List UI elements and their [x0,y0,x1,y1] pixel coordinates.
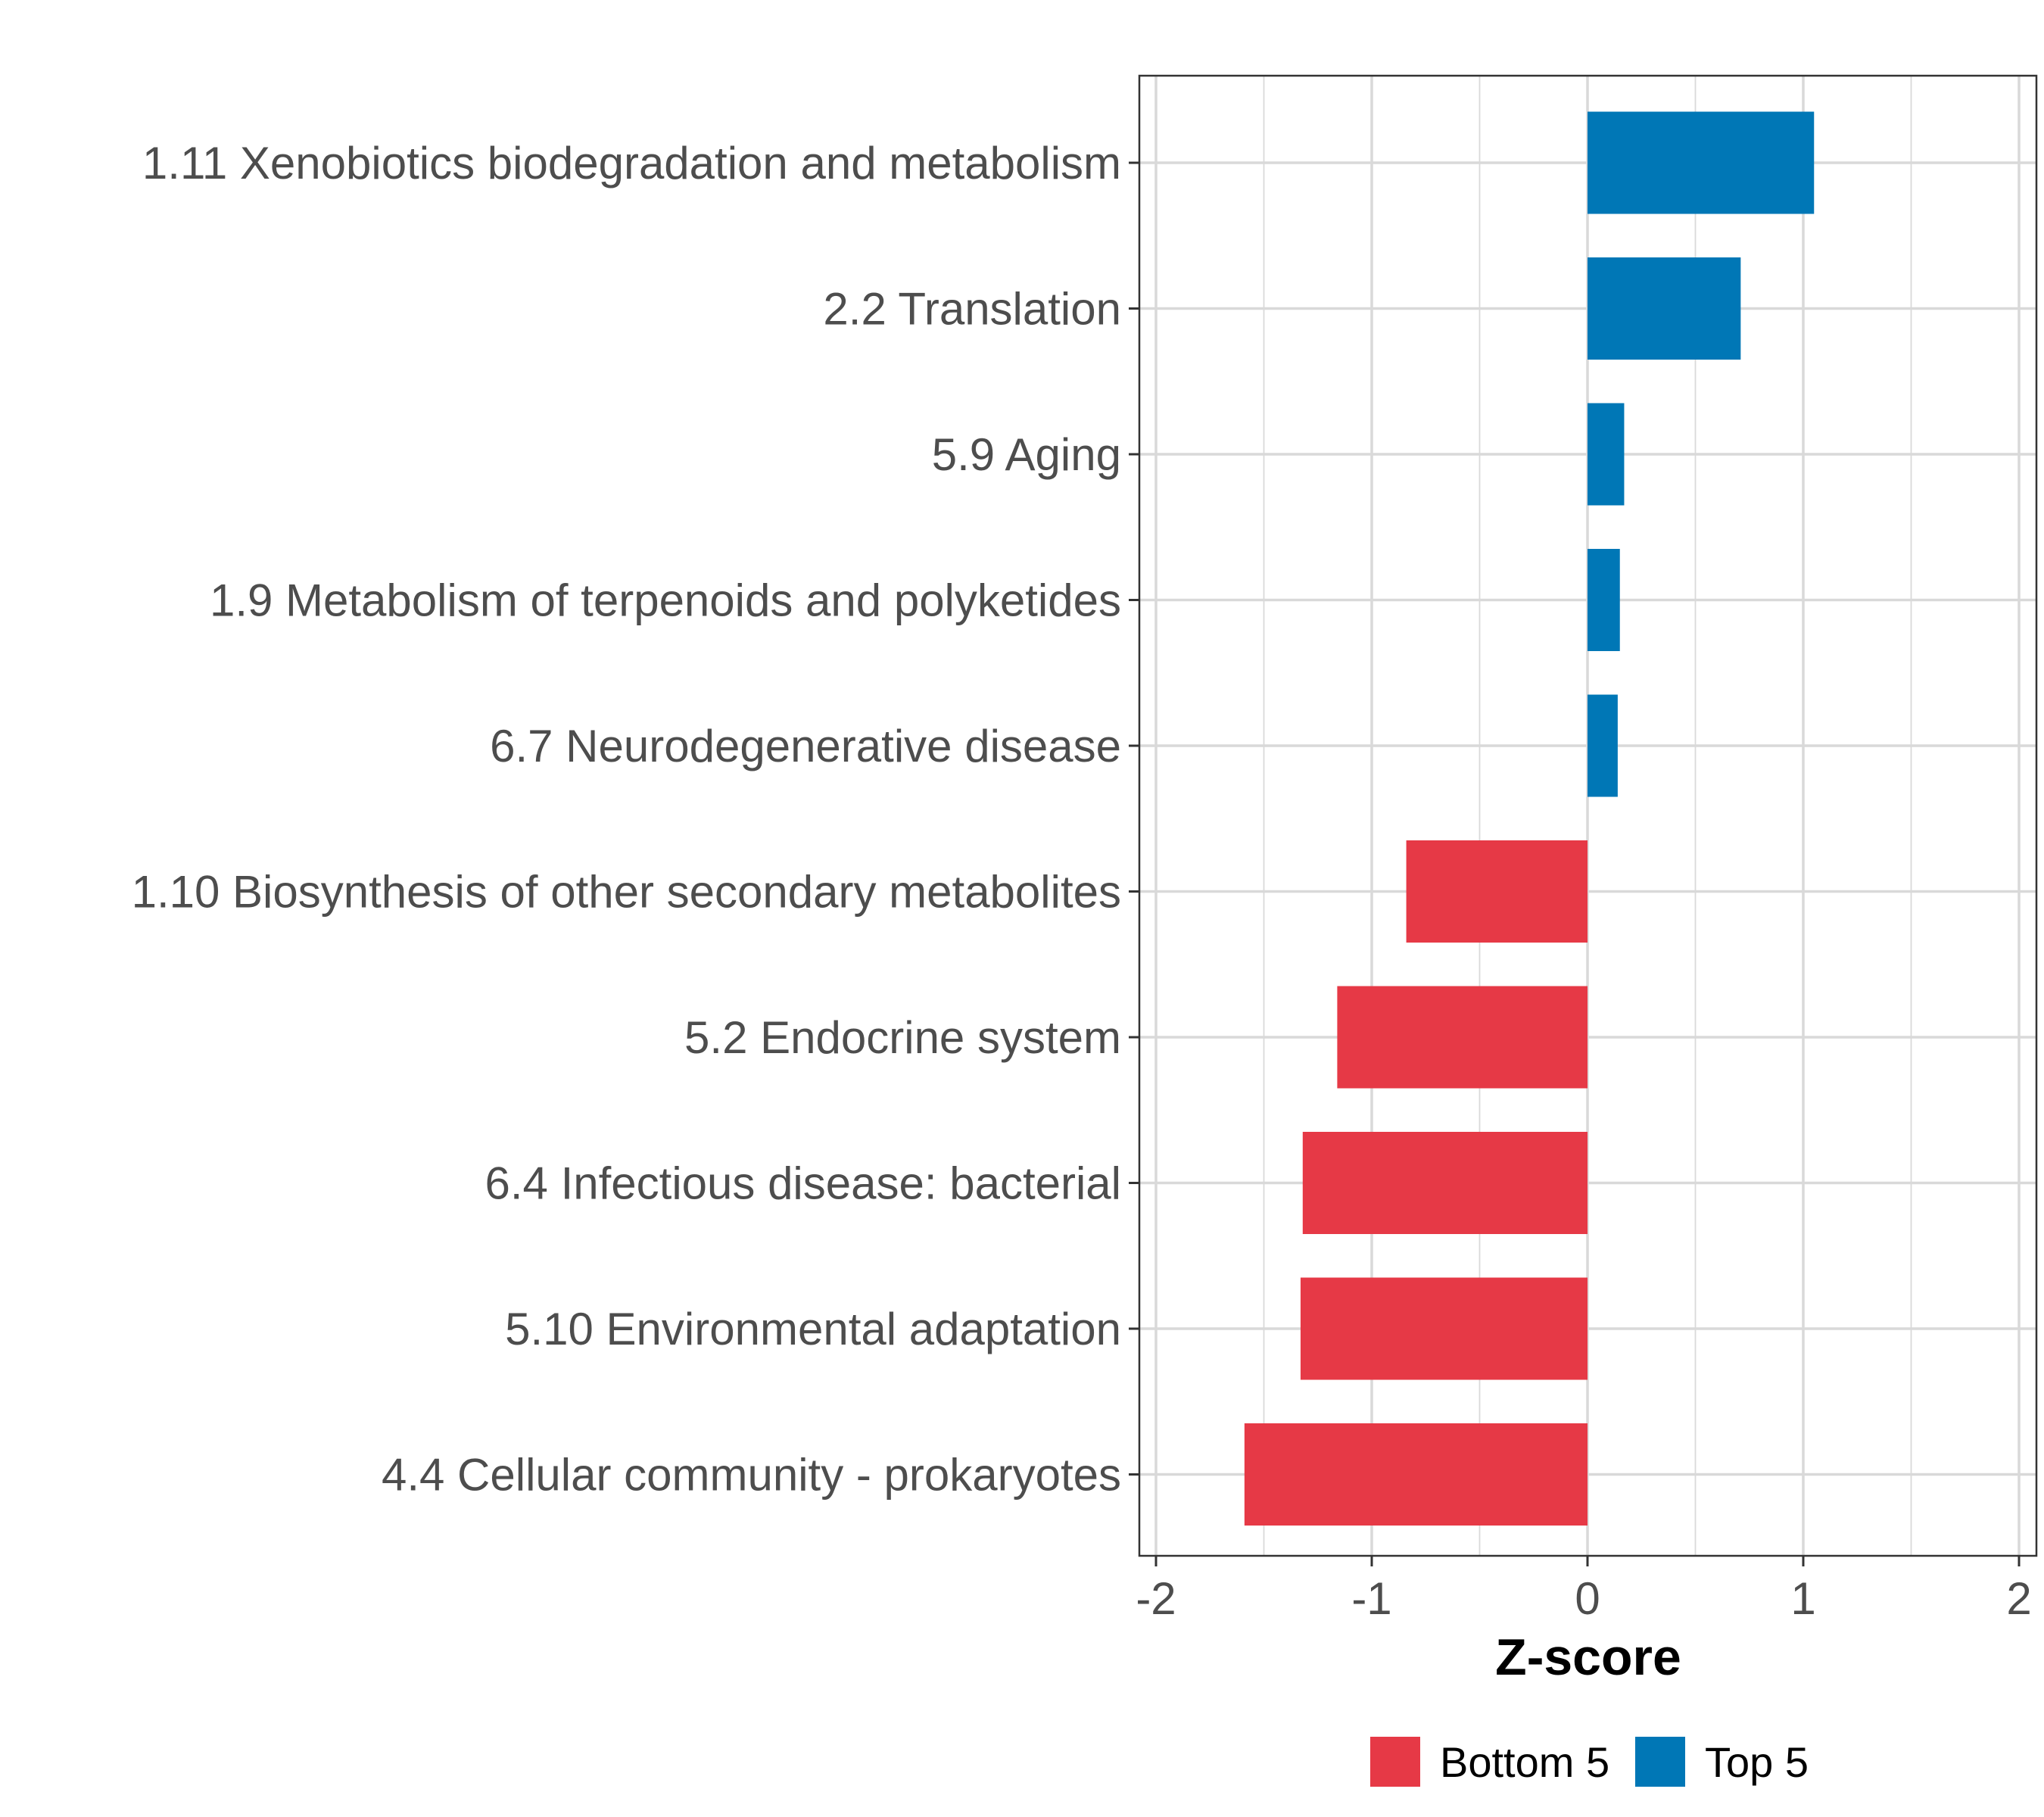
bar [1588,549,1620,651]
category-label: 4.4 Cellular community - prokaryotes [382,1450,1121,1501]
bar [1588,694,1618,797]
category-label: 1.11 Xenobiotics biodegradation and meta… [142,138,1121,189]
bars [1244,111,1815,1526]
bar [1244,1423,1588,1526]
bar [1300,1277,1588,1380]
bar [1588,111,1815,214]
bar [1337,986,1588,1089]
x-axis-title: Z-score [1495,1628,1681,1686]
category-label: 5.9 Aging [932,429,1121,480]
category-label: 1.9 Metabolism of terpenoids and polyket… [210,575,1121,626]
bar [1302,1132,1588,1234]
category-label: 5.10 Environmental adaptation [505,1304,1121,1354]
legend-label: Bottom 5 [1440,1738,1609,1786]
legend-swatch [1370,1737,1420,1787]
category-label: 5.2 Endocrine system [684,1012,1121,1063]
x-tick-label: 2 [2006,1573,2031,1624]
y-axis: 1.11 Xenobiotics biodegradation and meta… [132,138,1139,1501]
category-label: 2.2 Translation [823,284,1121,335]
bar [1588,403,1625,506]
bar [1588,257,1741,360]
x-tick-label: -1 [1351,1573,1391,1624]
x-tick-label: 1 [1790,1573,1815,1624]
category-label: 6.7 Neurodegenerative disease [490,721,1121,771]
x-axis: -2 -1 0 1 2 [1136,1556,2032,1624]
bar [1406,840,1588,943]
legend-label: Top 5 [1705,1738,1809,1786]
x-tick-label: -2 [1136,1573,1176,1624]
x-tick-label: 0 [1575,1573,1600,1624]
category-label: 6.4 Infectious disease: bacterial [485,1158,1122,1209]
legend-swatch [1635,1737,1685,1787]
legend: Bottom 5 Top 5 [1370,1737,1809,1787]
category-label: 1.10 Biosynthesis of other secondary met… [132,867,1121,918]
